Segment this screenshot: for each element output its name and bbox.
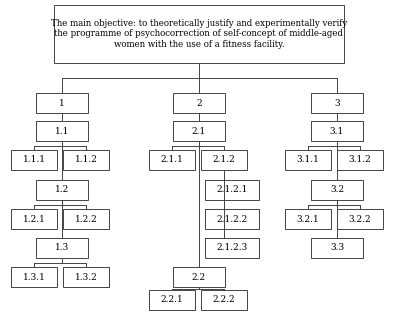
Bar <box>311 238 363 258</box>
Bar <box>36 180 88 200</box>
Bar <box>36 93 88 113</box>
Text: 3: 3 <box>334 99 340 107</box>
Bar <box>54 5 344 63</box>
Text: 2.1.2.1: 2.1.2.1 <box>216 185 248 195</box>
Text: 2.2.1: 2.2.1 <box>161 295 184 305</box>
Bar <box>205 180 259 200</box>
Text: 1: 1 <box>59 99 65 107</box>
Text: 1.2.2: 1.2.2 <box>75 215 97 223</box>
Text: 2.1.2: 2.1.2 <box>213 155 235 165</box>
Text: 3.1.1: 3.1.1 <box>296 155 320 165</box>
Text: 1.3.1: 1.3.1 <box>23 272 45 282</box>
Text: 2.1.2.3: 2.1.2.3 <box>216 244 248 252</box>
Bar <box>201 290 247 310</box>
Bar <box>201 150 247 170</box>
Text: 3.1.2: 3.1.2 <box>349 155 371 165</box>
Bar <box>173 267 225 287</box>
Bar <box>205 238 259 258</box>
Text: 3.2.2: 3.2.2 <box>349 215 371 223</box>
Text: 3.2.1: 3.2.1 <box>296 215 319 223</box>
Text: 3.1: 3.1 <box>330 126 344 136</box>
Text: 3.2: 3.2 <box>330 185 344 195</box>
Text: 2.1: 2.1 <box>192 126 206 136</box>
Text: 3.3: 3.3 <box>330 244 344 252</box>
Bar <box>63 209 109 229</box>
Bar <box>36 238 88 258</box>
Text: 1.1.1: 1.1.1 <box>22 155 45 165</box>
Bar <box>337 209 383 229</box>
Text: 1.2: 1.2 <box>55 185 69 195</box>
Bar <box>149 150 195 170</box>
Text: 2.2: 2.2 <box>192 272 206 282</box>
Bar <box>11 150 57 170</box>
Bar <box>36 121 88 141</box>
Bar <box>149 290 195 310</box>
Bar <box>63 150 109 170</box>
Bar <box>311 121 363 141</box>
Text: The main objective: to theoretically justify and experimentally verify
the progr: The main objective: to theoretically jus… <box>51 19 347 49</box>
Text: 2.2.2: 2.2.2 <box>213 295 235 305</box>
Bar <box>285 209 331 229</box>
Bar <box>11 267 57 287</box>
Text: 1.1.2: 1.1.2 <box>75 155 97 165</box>
Text: 1.3.2: 1.3.2 <box>75 272 97 282</box>
Text: 1.2.1: 1.2.1 <box>23 215 45 223</box>
Text: 1.1: 1.1 <box>55 126 69 136</box>
Bar <box>285 150 331 170</box>
Text: 1.3: 1.3 <box>55 244 69 252</box>
Bar <box>11 209 57 229</box>
Bar <box>173 121 225 141</box>
Bar <box>337 150 383 170</box>
Bar <box>173 93 225 113</box>
Text: 2.1.2.2: 2.1.2.2 <box>216 215 248 223</box>
Bar <box>205 209 259 229</box>
Bar <box>311 180 363 200</box>
Text: 2: 2 <box>196 99 202 107</box>
Text: 2.1.1: 2.1.1 <box>160 155 184 165</box>
Bar <box>63 267 109 287</box>
Bar <box>311 93 363 113</box>
